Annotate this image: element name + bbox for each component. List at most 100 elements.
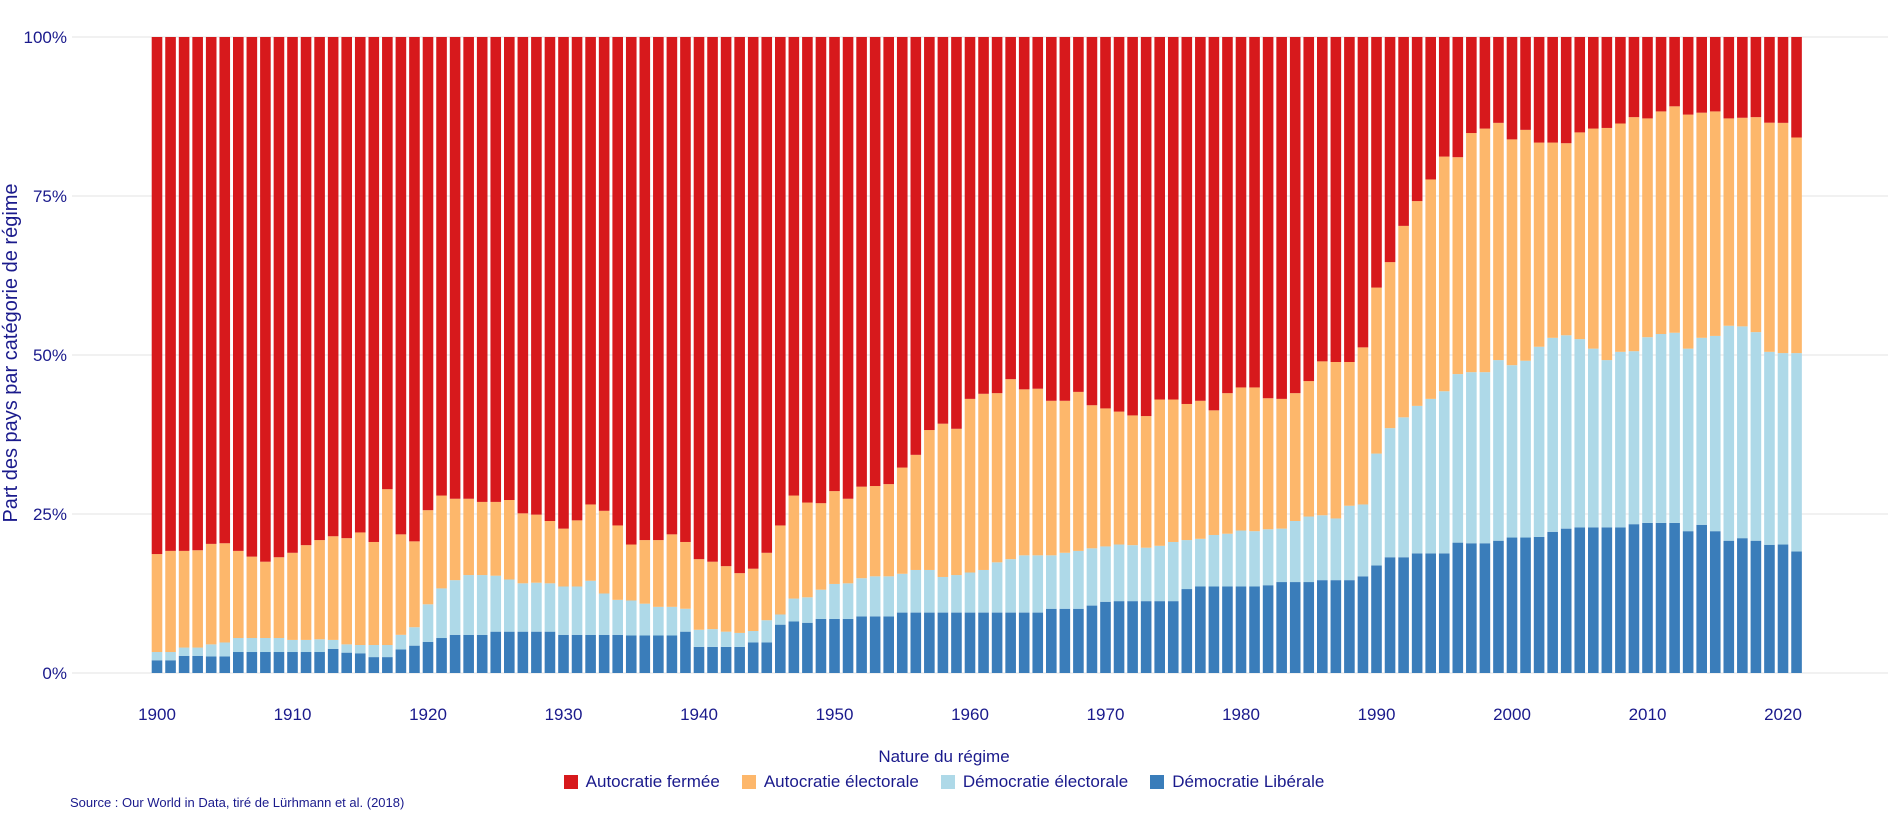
bar-segment: [1262, 398, 1274, 530]
bar-segment: [1601, 37, 1613, 128]
bar-segment: [409, 645, 420, 673]
bar-segment: [1601, 527, 1613, 673]
bar-segment: [1235, 586, 1247, 673]
bar-segment: [327, 37, 339, 537]
bar-segment: [639, 540, 651, 604]
bar-segment: [869, 576, 881, 617]
bar-segment: [1344, 37, 1355, 362]
bar-segment: [1750, 540, 1762, 673]
bar-segment: [1276, 528, 1287, 583]
bar-segment: [653, 37, 664, 541]
bar-segment: [314, 639, 325, 653]
bar-segment: [409, 541, 420, 628]
bar-segment: [1235, 387, 1247, 531]
bar-segment: [1357, 504, 1369, 577]
bar-segment: [924, 37, 935, 431]
bar-segment: [775, 624, 786, 673]
bar-segment: [856, 616, 867, 673]
bar-segment: [1520, 360, 1531, 538]
bar-segment: [720, 631, 732, 647]
bar-segment: [1113, 544, 1125, 602]
x-tick-label: 2000: [1493, 705, 1531, 724]
y-tick-label: 25%: [33, 505, 67, 524]
bar-segment: [1005, 37, 1016, 380]
bar-segment: [598, 634, 610, 673]
bar-segment: [951, 428, 962, 576]
bar-segment: [1317, 580, 1328, 673]
bar-segment: [1696, 112, 1707, 338]
bar-segment: [680, 631, 691, 673]
bar-segment: [341, 37, 352, 539]
bar-segment: [1289, 37, 1301, 394]
bar-segment: [517, 37, 529, 514]
bar-segment: [1276, 582, 1287, 673]
bar-segment: [1086, 548, 1098, 606]
bar-segment: [1493, 122, 1504, 361]
bar-segment: [815, 503, 827, 590]
bar-segment: [1764, 37, 1775, 123]
bar-segment: [883, 616, 894, 673]
bar-segment: [1357, 576, 1369, 673]
bar-segment: [341, 644, 352, 653]
bar-segment: [1574, 339, 1586, 528]
bar-segment: [1737, 37, 1748, 118]
bar-segment: [1615, 123, 1626, 352]
bar-segment: [368, 645, 380, 658]
bar-segment: [1669, 37, 1680, 107]
bar-segment: [883, 37, 894, 485]
bar-segment: [354, 532, 366, 646]
bar-segment: [1709, 37, 1721, 112]
bar-segment: [1791, 551, 1802, 673]
bar-segment: [1588, 348, 1599, 528]
bar-segment: [1018, 612, 1030, 673]
bar-segment: [1384, 428, 1396, 558]
bar-segment: [734, 573, 745, 633]
bar-segment: [490, 37, 502, 502]
bar-segment: [720, 646, 732, 673]
bar-segment: [300, 37, 312, 546]
bar-segment: [233, 550, 244, 639]
bar-segment: [531, 514, 542, 583]
bar-segment: [1073, 37, 1084, 392]
bar-segment: [544, 631, 556, 673]
bar-segment: [1167, 601, 1179, 673]
bar-segment: [517, 583, 529, 632]
bar-segment: [449, 37, 461, 499]
bar-segment: [802, 502, 813, 598]
bar-segment: [449, 580, 461, 635]
bar-segment: [382, 37, 393, 490]
bar-segment: [476, 575, 488, 635]
bar-segment: [856, 578, 867, 617]
bar-segment: [680, 608, 691, 632]
bar-segment: [856, 37, 867, 487]
bar-segment: [1574, 37, 1586, 133]
bar-segment: [1005, 559, 1016, 613]
bar-segment: [1208, 410, 1220, 535]
bar-segment: [273, 557, 285, 639]
bar-segment: [1520, 37, 1531, 130]
bar-segment: [1154, 601, 1165, 673]
bar-segment: [1601, 127, 1613, 361]
bar-segment: [1344, 580, 1355, 673]
bar-segment: [1154, 545, 1165, 602]
bar-segment: [314, 37, 325, 541]
bar-segment: [1371, 287, 1382, 454]
bar-segment: [1425, 398, 1436, 554]
bar-segment: [1615, 37, 1626, 124]
bar-segment: [1438, 391, 1450, 554]
bar-segment: [1059, 552, 1071, 609]
bar-segment: [246, 37, 258, 557]
bar-segment: [1506, 365, 1518, 538]
bar-segment: [1046, 555, 1057, 609]
bar-segment: [937, 612, 949, 673]
bar-segment: [1682, 114, 1694, 349]
bar-segment: [1696, 337, 1707, 525]
bar-segment: [598, 510, 610, 594]
bar-segment: [260, 652, 271, 673]
bar-segment: [1642, 522, 1653, 673]
bar-segment: [653, 606, 664, 636]
bar-segment: [1533, 536, 1545, 673]
bar-segment: [1371, 453, 1382, 566]
bar-segment: [1303, 582, 1315, 673]
bar-segment: [1195, 37, 1206, 401]
